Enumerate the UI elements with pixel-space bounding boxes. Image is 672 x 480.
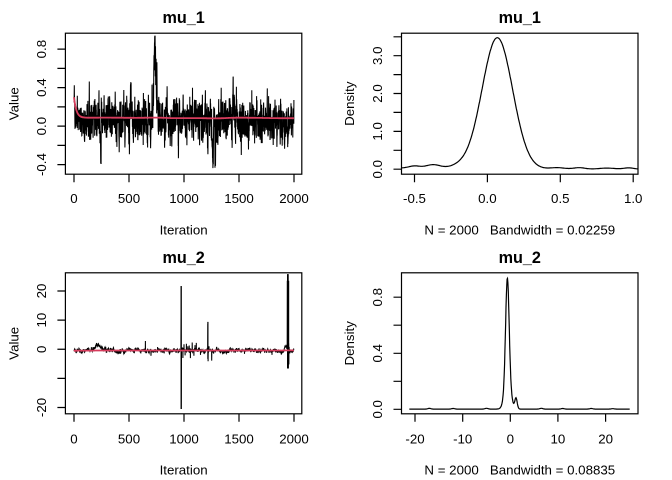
svg-text:20: 20 — [34, 284, 49, 299]
svg-text:1500: 1500 — [224, 431, 254, 446]
svg-text:mu_2: mu_2 — [162, 249, 204, 267]
svg-text:0: 0 — [70, 191, 77, 206]
svg-text:Density: Density — [342, 81, 357, 126]
svg-text:0.8: 0.8 — [370, 288, 385, 307]
svg-text:1000: 1000 — [169, 191, 199, 206]
svg-text:0: 0 — [34, 346, 49, 353]
svg-text:0.0: 0.0 — [34, 117, 49, 136]
svg-text:2000: 2000 — [279, 431, 309, 446]
svg-text:0.0: 0.0 — [478, 191, 497, 206]
svg-text:-0.4: -0.4 — [34, 153, 49, 176]
svg-text:Density: Density — [342, 321, 357, 366]
svg-text:Iteration: Iteration — [160, 462, 208, 477]
svg-text:N = 2000 Bandwidth = 0.02259: N = 2000 Bandwidth = 0.02259 — [424, 222, 615, 237]
svg-text:Value: Value — [7, 327, 22, 360]
svg-text:10: 10 — [551, 431, 566, 446]
svg-text:N = 2000 Bandwidth = 0.08835: N = 2000 Bandwidth = 0.08835 — [424, 462, 615, 477]
svg-text:1.0: 1.0 — [624, 191, 643, 206]
svg-text:0.4: 0.4 — [370, 344, 385, 363]
svg-text:2.0: 2.0 — [370, 84, 385, 103]
svg-text:-10: -10 — [453, 431, 472, 446]
svg-text:Iteration: Iteration — [160, 222, 208, 237]
svg-text:1000: 1000 — [169, 431, 199, 446]
svg-text:-0.5: -0.5 — [403, 191, 426, 206]
svg-text:Value: Value — [7, 87, 22, 120]
svg-text:mu_1: mu_1 — [162, 9, 204, 27]
svg-text:10: 10 — [34, 313, 49, 328]
svg-text:1500: 1500 — [224, 191, 254, 206]
svg-text:3.0: 3.0 — [370, 46, 385, 64]
svg-text:20: 20 — [598, 431, 613, 446]
svg-text:500: 500 — [118, 191, 140, 206]
svg-text:0.0: 0.0 — [370, 160, 385, 179]
svg-text:mu_1: mu_1 — [499, 9, 541, 27]
svg-text:0.4: 0.4 — [34, 78, 49, 97]
svg-text:0.5: 0.5 — [551, 191, 570, 206]
svg-text:-20: -20 — [405, 431, 424, 446]
svg-text:0.0: 0.0 — [370, 400, 385, 419]
svg-text:2000: 2000 — [279, 191, 309, 206]
svg-text:0.8: 0.8 — [34, 40, 49, 59]
svg-text:mu_2: mu_2 — [499, 249, 541, 267]
svg-text:500: 500 — [118, 431, 140, 446]
svg-text:0: 0 — [507, 431, 514, 446]
svg-text:0: 0 — [70, 431, 77, 446]
svg-text:1.0: 1.0 — [370, 122, 385, 141]
svg-text:-20: -20 — [34, 398, 49, 417]
